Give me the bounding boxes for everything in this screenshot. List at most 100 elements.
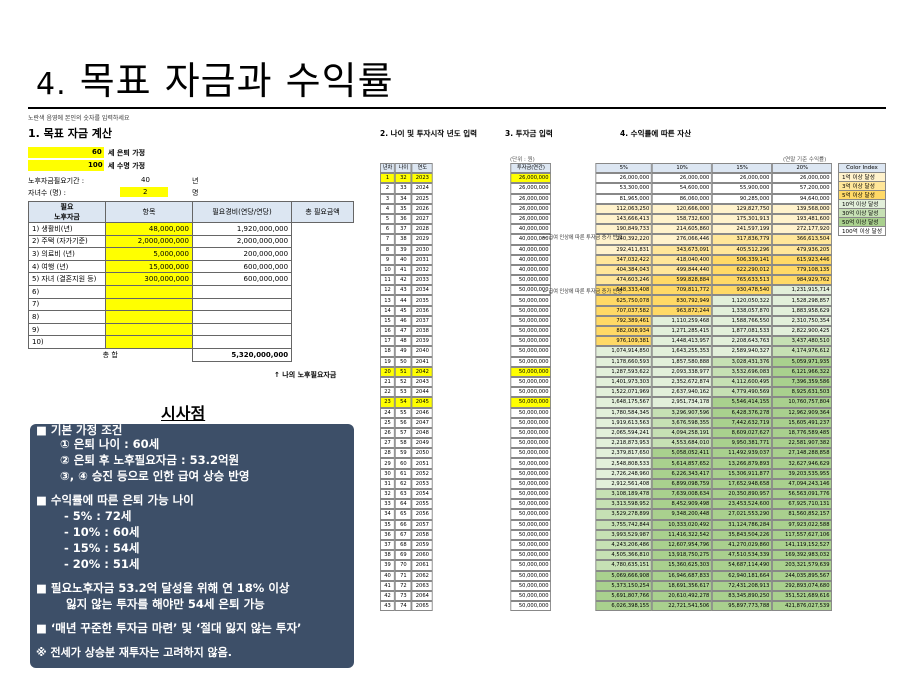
- spacer: [433, 591, 511, 601]
- asset-cell: 15,306,911,877: [712, 468, 773, 479]
- asset-cell: 2047: [411, 417, 433, 428]
- expense-cost-cell[interactable]: [105, 310, 193, 324]
- asset-cell: 707,037,582: [595, 305, 653, 316]
- section-title: 1. 목표 자금 계산: [28, 127, 113, 140]
- expense-cost-cell[interactable]: [105, 335, 193, 349]
- asset-cell[interactable]: 50,000,000: [510, 601, 552, 612]
- implication-line: ■ ‘매년 꾸준한 투자금 마련’ 및 ‘절대 잃지 않는 투자’: [36, 621, 302, 635]
- asset-cell[interactable]: 50,000,000: [510, 529, 552, 540]
- spacer: [433, 438, 511, 448]
- asset-cell: 765,633,513: [712, 275, 773, 286]
- asset-cell[interactable]: 50,000,000: [510, 590, 552, 602]
- asset-row: 34 65 2056 50,000,000 3,529,278,899 9,348,200…: [380, 509, 833, 520]
- kids-cell[interactable]: [120, 187, 168, 197]
- asset-cell: 7,396,359,586: [772, 376, 833, 388]
- asset-cell[interactable]: 26,000,000: [510, 183, 552, 194]
- asset-cell[interactable]: 40,000,000: [510, 234, 552, 245]
- asset-cell[interactable]: 50,000,000: [510, 427, 552, 439]
- expense-cost-cell[interactable]: [105, 297, 193, 312]
- asset-cell[interactable]: 40,000,000: [510, 224, 552, 235]
- asset-cell[interactable]: 50,000,000: [510, 417, 552, 428]
- color-index-legend: Color Index 1억 이상 달성 3억 이상 달성 5억 이상 달성 10억 이…: [838, 163, 886, 236]
- asset-cell[interactable]: 50,000,000: [510, 519, 552, 530]
- group-cell: 필요 노후자금: [28, 201, 106, 223]
- asset-cell[interactable]: 50,000,000: [510, 580, 552, 591]
- asset-cell[interactable]: 50,000,000: [510, 275, 552, 286]
- asset-cell[interactable]: 50,000,000: [510, 468, 552, 479]
- asset-cell[interactable]: 50,000,000: [510, 458, 552, 469]
- asset-cell[interactable]: 50,000,000: [510, 539, 552, 551]
- asset-cell: 3,437,480,510: [772, 336, 833, 347]
- asset-cell[interactable]: 50,000,000: [510, 285, 552, 296]
- asset-cell: 622,290,012: [712, 264, 773, 276]
- asset-cell[interactable]: 26,000,000: [510, 193, 552, 204]
- unit-note: (단위 : 원): [510, 157, 535, 163]
- asset-cell[interactable]: 40,000,000: [510, 244, 552, 255]
- asset-cell[interactable]: 50,000,000: [510, 478, 552, 489]
- asset-cell[interactable]: 50,000,000: [510, 509, 552, 520]
- asset-cell[interactable]: 50,000,000: [510, 407, 552, 418]
- asset-cell[interactable]: 50,000,000: [510, 346, 552, 357]
- spacer: [551, 204, 595, 214]
- asset-cell: 548,333,408: [595, 285, 653, 296]
- expense-cost-cell[interactable]: 15,000,000: [105, 259, 193, 274]
- asset-cell[interactable]: 50,000,000: [510, 315, 552, 326]
- expense-cost-cell[interactable]: 48,000,000: [105, 222, 193, 236]
- asset-cell[interactable]: 40,000,000: [510, 264, 552, 276]
- asset-cell[interactable]: 50,000,000: [510, 397, 552, 408]
- asset-cell[interactable]: 50,000,000: [510, 366, 552, 377]
- asset-cell[interactable]: 50,000,000: [510, 326, 552, 337]
- asset-row: 24 55 2046 50,000,000 1,780,584,345 3,296,907…: [380, 407, 833, 418]
- asset-cell: 882,008,934: [595, 326, 653, 337]
- spacer: [433, 194, 511, 204]
- spacer: [433, 469, 511, 479]
- life-age-cell[interactable]: [28, 160, 104, 171]
- asset-cell: 81,965,000: [595, 193, 653, 204]
- asset-cell[interactable]: 26,000,000: [510, 213, 552, 225]
- asset-row: 3 34 2025 26,000,000 81,965,000 86,060,000 90,…: [380, 193, 833, 204]
- asset-cell[interactable]: 50,000,000: [510, 305, 552, 316]
- asset-cell[interactable]: 50,000,000: [510, 438, 552, 449]
- asset-cell[interactable]: 50,000,000: [510, 550, 552, 561]
- spacer: [551, 326, 595, 336]
- spacer: [551, 163, 595, 173]
- asset-cell: 3,028,431,376: [712, 356, 773, 367]
- expense-cost-cell[interactable]: 300,000,000: [105, 272, 193, 286]
- asset-cell[interactable]: 40,000,000: [510, 254, 552, 265]
- asset-cell: 2,912,561,408: [595, 478, 653, 489]
- asset-cell: 1,528,298,857: [772, 295, 833, 306]
- asset-cell: 1: [380, 173, 396, 184]
- expense-cost-cell[interactable]: [105, 322, 193, 337]
- asset-cell[interactable]: 50,000,000: [510, 448, 552, 459]
- asset-cell[interactable]: 50,000,000: [510, 295, 552, 306]
- expense-row: 1) 생활비(년) 48,000,000 1,920,000,000: [28, 222, 354, 236]
- asset-cell: 48: [395, 336, 412, 347]
- asset-cell: 5,373,150,254: [595, 580, 653, 591]
- expense-cost-cell[interactable]: 2,000,000,000: [105, 234, 193, 249]
- asset-cell: 35: [380, 519, 396, 530]
- asset-cell[interactable]: 50,000,000: [510, 376, 552, 388]
- asset-cell[interactable]: 50,000,000: [510, 570, 552, 581]
- asset-cell: 2,951,734,178: [652, 397, 713, 408]
- asset-cell: 190,849,733: [595, 224, 653, 235]
- spacer: [551, 601, 595, 611]
- asset-cell: 6,428,376,278: [712, 407, 773, 418]
- asset-cell[interactable]: 26,000,000: [510, 173, 552, 184]
- asset-row: 15 46 2037 50,000,000 792,389,461 1,110,259,4…: [380, 315, 833, 326]
- asset-cell[interactable]: 50,000,000: [510, 356, 552, 367]
- asset-cell: 13,266,879,893: [712, 458, 773, 469]
- asset-cell[interactable]: 50,000,000: [510, 499, 552, 510]
- asset-cell: 2,822,900,425: [772, 326, 833, 337]
- asset-cell[interactable]: 50,000,000: [510, 489, 552, 500]
- asset-cell[interactable]: 50,000,000: [510, 387, 552, 398]
- expense-cost-cell[interactable]: [105, 284, 193, 299]
- asset-cell[interactable]: 50,000,000: [510, 336, 552, 347]
- asset-cell[interactable]: 50,000,000: [510, 560, 552, 571]
- asset-cell: 18,691,356,617: [652, 580, 713, 591]
- asset-cell[interactable]: 26,000,000: [510, 203, 552, 214]
- expense-cost-cell[interactable]: 5,000,000: [105, 247, 193, 261]
- retire-age-cell[interactable]: [28, 147, 104, 158]
- spacer: [551, 397, 595, 407]
- spacer: [433, 530, 511, 540]
- asset-cell: 625,750,078: [595, 295, 653, 306]
